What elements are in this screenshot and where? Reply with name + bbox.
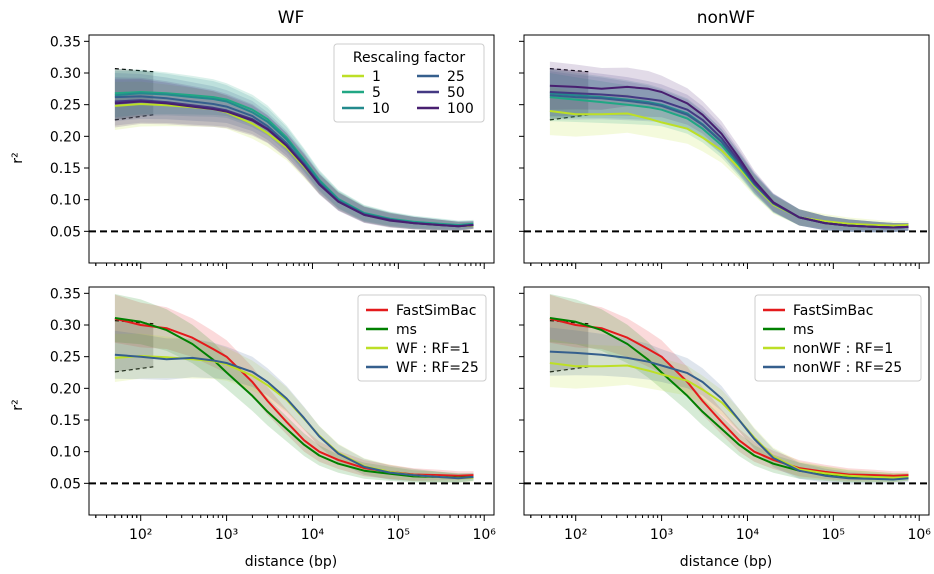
y-tick-label: 0.05 xyxy=(50,476,81,492)
series-band-2 xyxy=(114,70,474,231)
x-tick-label: 10⁶ xyxy=(907,527,931,543)
x-tick-label: 10² xyxy=(129,527,152,543)
xlabel-right: distance (bp) xyxy=(680,554,772,570)
legend-label: ms xyxy=(793,322,814,338)
column-title-nonwf: nonWF xyxy=(697,8,756,28)
legend-label: 100 xyxy=(447,101,474,117)
axes-frame xyxy=(523,286,930,516)
legend-label: 25 xyxy=(447,69,465,85)
x-tick-label: 10³ xyxy=(215,527,238,543)
panel-nonWF-comparison: 10² 10³ 10⁴ 10⁵ 10⁶ FastSimBac ms nonWF : RF=1 n… xyxy=(519,286,931,543)
legend-box xyxy=(754,294,922,382)
y-tick-label: 0.20 xyxy=(50,129,81,145)
legend-label: ms xyxy=(396,322,417,338)
axes-frame xyxy=(88,34,495,264)
series-line-2 xyxy=(549,362,909,479)
y-tick-label: 0.35 xyxy=(50,34,81,50)
x-tick-label: 10³ xyxy=(650,527,673,543)
ylabel-top: r² xyxy=(10,152,26,163)
legend-box xyxy=(357,294,487,382)
legend-title: Rescaling factor xyxy=(353,50,466,66)
y-tick-label: 0.05 xyxy=(50,224,81,240)
panel-WF-comparison: 0.05 0.10 0.15 0.20 0.25 0.30 0.35 10² 10³ 10⁴ 10⁵… xyxy=(50,286,496,543)
legend: FastSimBac ms nonWF : RF=1 nonWF : RF=25 xyxy=(754,294,922,382)
y-tick-label: 0.15 xyxy=(50,413,81,429)
series-line-1 xyxy=(114,317,474,479)
panel-WF-rescaling: 0.05 0.10 0.15 0.20 0.25 0.30 0.35 Rescaling fa… xyxy=(50,34,495,269)
series-line-0 xyxy=(549,317,909,477)
y-tick-label: 0.30 xyxy=(50,66,81,82)
x-tick-label: 10⁴ xyxy=(736,527,760,543)
y-tick-label: 0.10 xyxy=(50,193,81,209)
x-tick-label: 10⁵ xyxy=(822,527,845,543)
y-tick-label: 0.15 xyxy=(50,161,81,177)
legend-label: WF : RF=25 xyxy=(396,360,479,376)
y-tick-label: 0.25 xyxy=(50,350,81,366)
series-line-0 xyxy=(549,110,909,227)
empirical-band xyxy=(114,320,154,372)
legend-box xyxy=(333,43,485,123)
series-line-3 xyxy=(114,353,474,480)
legend: FastSimBac ms WF : RF=1 WF : RF=25 xyxy=(357,294,487,382)
series-band-1 xyxy=(114,294,474,483)
panel-nonWF-rescaling xyxy=(519,34,930,269)
y-tick-label: 0.10 xyxy=(50,445,81,461)
legend-label: WF : RF=1 xyxy=(396,341,470,357)
legend-label: 50 xyxy=(447,85,465,101)
series-band-3 xyxy=(549,327,909,485)
axes-frame xyxy=(88,286,495,516)
y-tick-label: 0.30 xyxy=(50,318,81,334)
series-band-0 xyxy=(114,294,474,481)
x-tick-label: 10⁵ xyxy=(387,527,410,543)
x-tick-label: 10⁴ xyxy=(301,527,325,543)
panels: 0.05 0.10 0.15 0.20 0.25 0.30 0.35 Rescaling fa… xyxy=(50,34,931,543)
series-line-5 xyxy=(549,84,909,229)
empirical-band xyxy=(549,320,589,372)
axes-frame xyxy=(523,34,930,264)
series-line-5 xyxy=(114,100,474,228)
column-title-wf: WF xyxy=(278,8,305,28)
legend-label: nonWF : RF=25 xyxy=(793,360,902,376)
series-band-0 xyxy=(549,294,909,481)
series-line-3 xyxy=(549,350,909,481)
legend-label: 10 xyxy=(372,101,390,117)
legend-label: FastSimBac xyxy=(396,303,476,319)
legend-label: nonWF : RF=1 xyxy=(793,341,893,357)
legend-label: FastSimBac xyxy=(793,303,873,319)
y-tick-label: 0.25 xyxy=(50,98,81,114)
xlabel-left: distance (bp) xyxy=(245,554,337,570)
x-tick-label: 10⁶ xyxy=(472,527,496,543)
x-tick-label: 10² xyxy=(564,527,587,543)
legend-label: 5 xyxy=(372,85,381,101)
y-tick-label: 0.35 xyxy=(50,286,81,302)
legend-label: 1 xyxy=(372,69,381,85)
ylabel-bottom: r² xyxy=(10,399,26,410)
series-band-1 xyxy=(549,294,909,483)
y-tick-label: 0.20 xyxy=(50,381,81,397)
